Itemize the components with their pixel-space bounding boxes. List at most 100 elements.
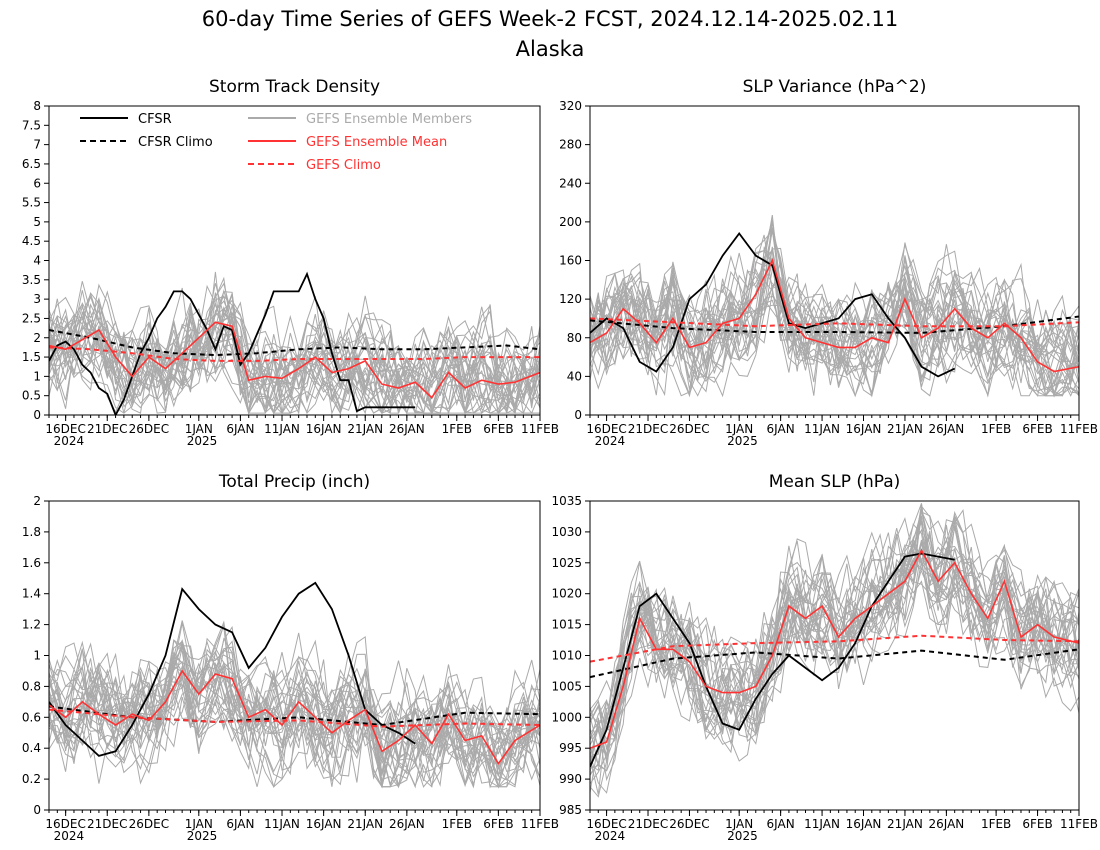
x-tick-label: 1JAN <box>185 817 213 831</box>
y-tick-label: 320 <box>559 99 582 113</box>
x-tick-label: 21DEC <box>87 422 127 436</box>
ensemble-member-line <box>590 531 1079 762</box>
x-tick-label: 16DEC <box>45 817 85 831</box>
panel-1: Storm Track Density 0 0.5 1 1.5 2 2.5 3 3.5 4 4.5 5… <box>22 77 559 448</box>
y-tick-label: 1.8 <box>22 525 41 539</box>
panel-title: Storm Track Density <box>209 77 380 97</box>
x-tick-label: 26JAN <box>928 817 964 831</box>
ensemble-member-line <box>590 514 1079 769</box>
legend-label: GEFS Ensemble Members <box>306 112 472 127</box>
ensemble-member-line <box>49 281 540 414</box>
x-tick-year-label: 2025 <box>727 829 758 843</box>
y-tick-label: 1.6 <box>22 556 41 570</box>
y-tick-label: 160 <box>559 254 582 268</box>
x-tick-label: 21DEC <box>628 817 668 831</box>
y-tick-label: 1010 <box>551 649 582 663</box>
ensemble-member-line <box>49 313 540 414</box>
y-tick-label: 7 <box>33 138 41 152</box>
y-tick-label: 6 <box>33 176 41 190</box>
panel-4-plot-area <box>590 503 1079 798</box>
panel-title: Total Precip (inch) <box>218 472 370 492</box>
legend: CFSR CFSR Climo GEFS Ensemble Members GEFS … <box>80 112 472 173</box>
x-tick-label: 26DEC <box>669 422 709 436</box>
y-tick-label: 1005 <box>551 679 582 693</box>
x-tick-label: 1FEB <box>442 817 472 831</box>
x-tick-label: 16DEC <box>586 817 626 831</box>
x-tick-label: 21JAN <box>347 817 383 831</box>
ensemble-member-line <box>590 257 1079 390</box>
y-tick-label: 1000 <box>551 710 582 724</box>
ensemble-member-line <box>49 292 540 415</box>
series-gefs-climo <box>590 317 1079 328</box>
series-gefs-ensemble-mean <box>49 321 540 399</box>
ensemble-member-line <box>49 283 540 415</box>
legend-label: CFSR Climo <box>138 135 213 150</box>
ensemble-member-line <box>590 522 1079 784</box>
y-tick-label: 0 <box>574 408 582 422</box>
y-tick-label: 2 <box>33 331 41 345</box>
ensemble-member-line <box>49 639 540 788</box>
x-tick-label: 11FEB <box>521 422 559 436</box>
y-tick-label: 1015 <box>551 618 582 632</box>
x-tick-label: 26DEC <box>669 817 709 831</box>
ensemble-member-line <box>49 649 540 788</box>
y-tick-label: 1.5 <box>22 350 41 364</box>
y-tick-label: 1035 <box>551 494 582 508</box>
series-gefs-ensemble-mean <box>590 258 1079 373</box>
x-tick-label: 6JAN <box>767 422 795 436</box>
x-tick-label: 11FEB <box>1060 422 1098 436</box>
y-tick-label: 8 <box>33 99 41 113</box>
series-cfsr <box>590 231 956 378</box>
ensemble-member-line <box>590 246 1079 396</box>
series-gefs-ensemble-mean <box>590 548 1079 749</box>
series-gefs-climo <box>49 346 540 362</box>
ensemble-member-line <box>49 283 540 415</box>
x-tick-label: 11JAN <box>264 817 300 831</box>
ensemble-member-line <box>49 640 540 789</box>
ensemble-member-line <box>49 282 540 411</box>
x-tick-label: 26JAN <box>389 422 425 436</box>
ensemble-member-line <box>49 639 540 781</box>
x-tick-label: 6JAN <box>767 817 795 831</box>
panel-1-plot-area <box>49 271 540 415</box>
figure-title-line1: 60-day Time Series of GEFS Week-2 FCST, … <box>202 7 899 31</box>
y-tick-label: 0 <box>33 408 41 422</box>
y-tick-label: 4 <box>33 254 41 268</box>
y-tick-label: 0.8 <box>22 679 41 693</box>
y-tick-label: 2 <box>33 494 41 508</box>
x-tick-year-label: 2024 <box>54 829 85 843</box>
ensemble-members <box>590 214 1079 398</box>
series-gefs-climo <box>49 708 540 728</box>
y-tick-label: 120 <box>559 292 582 306</box>
y-tick-label: 985 <box>559 803 582 817</box>
y-tick-label: 80 <box>567 331 582 345</box>
y-tick-label: 4.5 <box>22 234 41 248</box>
x-tick-label: 21JAN <box>887 817 923 831</box>
y-tick-label: 0 <box>33 803 41 817</box>
x-tick-label: 11JAN <box>804 422 840 436</box>
x-tick-year-label: 2024 <box>54 434 85 448</box>
y-tick-label: 7.5 <box>22 118 41 132</box>
plot-frame <box>589 105 1080 416</box>
x-tick-label: 1FEB <box>442 422 472 436</box>
x-tick-label: 26JAN <box>928 422 964 436</box>
x-tick-label: 6FEB <box>1022 422 1052 436</box>
x-tick-label: 16DEC <box>586 422 626 436</box>
ensemble-member-line <box>590 561 1079 746</box>
y-tick-label: 3 <box>33 292 41 306</box>
x-tick-label: 21DEC <box>628 422 668 436</box>
ensemble-member-line <box>590 229 1079 392</box>
y-tick-label: 995 <box>559 741 582 755</box>
x-tick-year-label: 2025 <box>187 829 218 843</box>
y-tick-label: 280 <box>559 138 582 152</box>
legend-label: GEFS Climo <box>306 158 381 173</box>
x-tick-label: 21JAN <box>887 422 923 436</box>
x-tick-label: 6JAN <box>226 422 254 436</box>
x-tick-year-label: 2024 <box>595 434 626 448</box>
y-tick-label: 240 <box>559 176 582 190</box>
y-tick-label: 200 <box>559 215 582 229</box>
y-tick-label: 0.4 <box>22 741 41 755</box>
panel-2: SLP Variance (hPa^2) 0 40 80 120 160 200 240 280… <box>559 77 1098 448</box>
legend-label: GEFS Ensemble Mean <box>306 135 447 150</box>
y-tick-label: 1 <box>33 649 41 663</box>
